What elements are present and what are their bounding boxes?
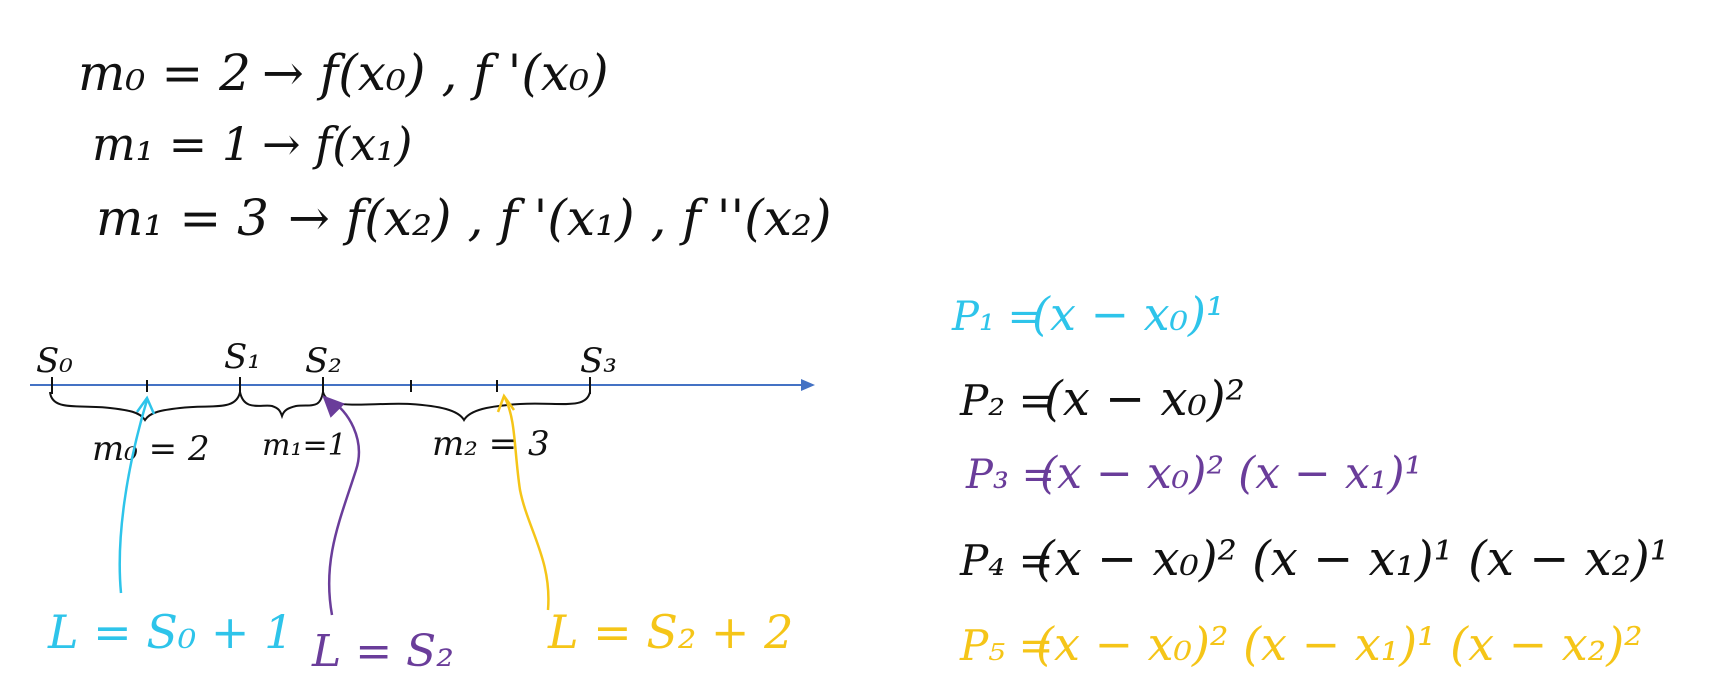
p3-label: P₃ = bbox=[965, 452, 1055, 498]
purple-arrowhead bbox=[322, 395, 345, 418]
tick-label-s3: S₃ bbox=[580, 341, 617, 381]
multiplicity-1-lhs: m₁ = 1 bbox=[92, 117, 251, 171]
polynomial-p5: P₅ = (x − x₀)² (x − x₁)¹ (x − x₂)² bbox=[959, 617, 1643, 671]
cyan-arrowhead bbox=[135, 395, 156, 415]
p2-label: P₂ = bbox=[959, 376, 1054, 425]
multiplicity-list: m₀ = 2 → f(x₀) , f '(x₀) m₁ = 1 → f(x₁) … bbox=[78, 44, 831, 247]
tick-label-s1: S₁ bbox=[224, 337, 261, 377]
brace-label-m1: m₁=1 bbox=[262, 428, 347, 463]
brace-m0 bbox=[49, 391, 241, 422]
brace-m2 bbox=[322, 391, 591, 422]
axis-arrowhead bbox=[801, 379, 815, 391]
multiplicity-0-lhs: m₀ = 2 bbox=[78, 44, 251, 102]
p3-expr: (x − x₀)² (x − x₁)¹ bbox=[1040, 448, 1422, 499]
multiplicity-0-rhs: → f(x₀) , f '(x₀) bbox=[262, 44, 609, 102]
yellow-pointer-arrow bbox=[503, 397, 550, 611]
p5-label: P₅ = bbox=[959, 621, 1054, 670]
multiplicity-2-rhs: → f(x₂) , f '(x₁) , f ''(x₂) bbox=[288, 189, 831, 247]
polynomial-list: P₁ = (x − x₀)¹ P₂ = (x − x₀)² P₃ = (x − … bbox=[951, 287, 1669, 671]
brace-label-m2: m₂ = 3 bbox=[432, 424, 550, 464]
brace-m1 bbox=[239, 391, 324, 420]
tick-label-s0: S₀ bbox=[36, 341, 73, 381]
p1-label: P₁ = bbox=[951, 294, 1041, 340]
polynomial-p3: P₃ = (x − x₀)² (x − x₁)¹ bbox=[965, 448, 1422, 499]
yellow-pointer-label: L = S₂ + 2 bbox=[547, 605, 793, 659]
polynomial-p4: P₄ = (x − x₀)² (x − x₁)¹ (x − x₂)¹ bbox=[959, 531, 1669, 587]
purple-pointer-label: L = S₂ bbox=[311, 626, 454, 677]
tick-label-s2: S₂ bbox=[305, 341, 342, 381]
pointer-arrows: L = S₀ + 1 L = S₂ L = S₂ + 2 bbox=[47, 393, 793, 677]
number-line: S₀ S₁ S₂ S₃ m₀ = 2 m₁=1 m₂ = 3 bbox=[30, 337, 815, 469]
cyan-pointer-arrow bbox=[118, 399, 149, 594]
p5-expr: (x − x₀)² (x − x₁)¹ (x − x₂)² bbox=[1036, 617, 1643, 671]
p4-expr: (x − x₀)² (x − x₁)¹ (x − x₂)¹ bbox=[1036, 531, 1669, 587]
multiplicity-1-rhs: → f(x₁) bbox=[262, 117, 412, 171]
polynomial-p1: P₁ = (x − x₀)¹ bbox=[951, 287, 1224, 341]
cyan-pointer-label: L = S₀ + 1 bbox=[47, 605, 293, 659]
p1-expr: (x − x₀)¹ bbox=[1032, 287, 1224, 341]
yellow-arrowhead bbox=[496, 393, 516, 413]
multiplicity-2-lhs: m₁ = 3 bbox=[96, 189, 269, 247]
p4-label: P₄ = bbox=[959, 536, 1054, 585]
polynomial-p2: P₂ = (x − x₀)² bbox=[959, 371, 1245, 427]
purple-pointer-arrow bbox=[327, 398, 361, 616]
p2-expr: (x − x₀)² bbox=[1044, 371, 1245, 427]
brace-label-m0: m₀ = 2 bbox=[92, 429, 210, 469]
